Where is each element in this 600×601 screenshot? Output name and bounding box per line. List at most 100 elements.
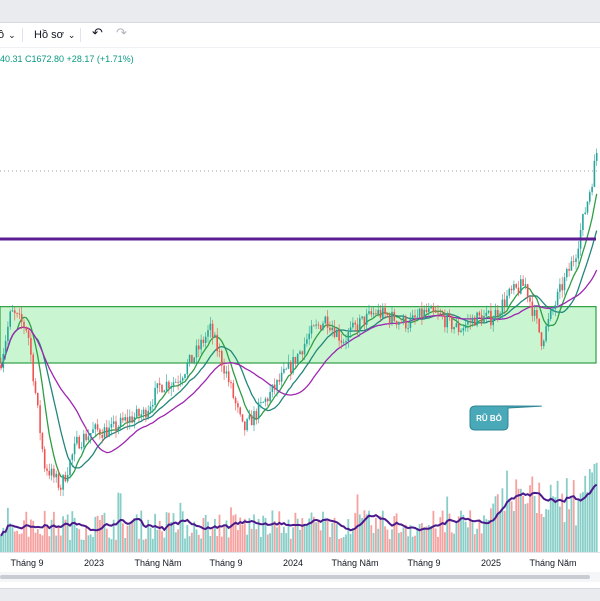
volume-bar [462,514,465,552]
candle-body [30,337,32,355]
volume-bar [218,514,221,552]
candle-body [257,402,260,419]
candle-body [529,297,531,302]
shakeout-callout[interactable]: RŨ BỎ [469,405,542,431]
volume-bar [480,533,483,552]
volume-bar [536,512,538,552]
volume-bar [593,463,596,552]
candle-body [83,433,85,447]
candle-body [460,330,462,333]
volume-bar [266,534,269,552]
scrollbar-thumb[interactable] [0,575,590,579]
candle-body [110,424,113,428]
volume-bar [579,493,582,552]
volume-bar [563,522,566,552]
candle-body [582,214,584,231]
candle-body [262,401,264,403]
x-tick-label: 2024 [282,558,304,568]
candle-body [237,403,239,408]
candle-body [418,308,421,317]
candle-body [108,427,110,437]
candle-body [112,421,115,425]
candle-body [57,473,60,488]
volume-bar [352,528,354,552]
volume-bar [529,485,531,552]
volume-bar [434,528,437,552]
candle-body [85,433,87,441]
candle-body [145,409,147,418]
volume-bar [115,539,117,552]
x-tick-label: Tháng Năm [331,558,379,568]
candle-body [209,323,212,331]
candle-body [232,383,235,398]
volume-bar [18,534,21,552]
candle-body [595,152,598,161]
candle-body [221,351,223,366]
candle-body [292,356,294,373]
candle-body [434,311,437,313]
volume-bar [591,472,593,552]
volume-bar [280,532,283,552]
volume-bar [430,526,432,552]
horizontal-scrollbar[interactable] [0,572,600,582]
candle-body [478,312,481,316]
candle-body [126,417,129,423]
volume-bar [214,518,216,552]
interval-dropdown[interactable]: ồ ⌄ [0,28,16,42]
volume-bar [572,480,575,552]
candle-body [181,378,184,381]
volume-bar [554,497,557,552]
volume-bar [207,521,209,552]
volume-bar [335,524,338,552]
profile-dropdown[interactable]: Hồ sơ ⌄ [34,28,75,42]
volume-bar [317,519,320,552]
undo-icon[interactable]: ↶ [92,25,103,40]
volume-bar [101,514,104,552]
candle-body [255,411,258,419]
candle-body [200,339,202,350]
volume-bar [503,510,506,552]
candle-body [363,316,366,325]
candle-body [336,330,338,337]
candle-body [301,351,304,355]
volume-bar [76,527,78,552]
volume-bar [402,527,405,552]
volume-bar [329,537,331,552]
candle-body [2,353,5,369]
volume-bar [46,524,48,552]
volume-bar [48,536,51,552]
volume-bar [55,535,58,552]
candle-body [575,258,577,263]
candle-body [524,284,527,286]
candle-body [554,305,557,310]
candle-body [278,379,281,382]
volume-bar [483,515,485,552]
candle-body [131,416,133,423]
candle-body [467,321,469,325]
volume-bar [545,509,547,552]
candle-body [103,427,106,438]
volume-bar [556,480,559,552]
candle-body [368,311,370,314]
candle-body [455,323,458,328]
window-top-bar [0,0,600,23]
volume-bar [310,512,313,552]
volume-bar [588,468,591,552]
volume-bar [540,513,543,552]
candle-body [37,392,39,406]
volume-bar [138,538,140,552]
volume-bar [204,514,207,552]
candle-body [89,433,92,437]
volume-bar [490,508,492,552]
candle-body [531,301,534,316]
volume-bar [377,528,380,552]
volume-bar [485,519,488,552]
volume-bar [538,482,541,552]
candle-body [246,419,248,431]
redo-icon[interactable]: ↷ [116,25,127,40]
candle-body [225,371,228,374]
candle-body [244,421,246,431]
x-tick-label: Tháng Năm [529,558,577,568]
volume-bar [30,519,32,552]
